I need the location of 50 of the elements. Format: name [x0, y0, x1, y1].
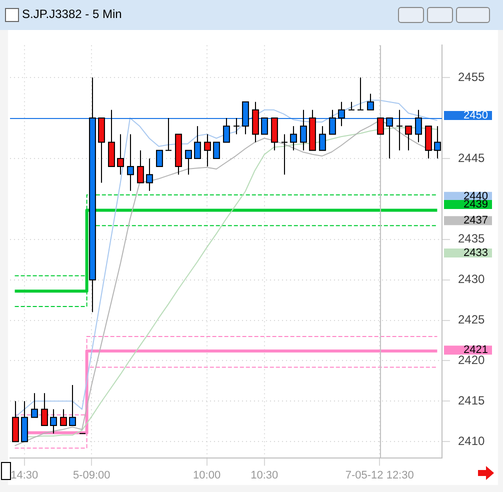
x-tick-label: 5-09:00 [72, 469, 110, 482]
candlestick [137, 150, 144, 184]
candlestick [146, 158, 153, 192]
candlestick [377, 118, 384, 135]
candlestick [185, 150, 192, 176]
x-tick-label: 7-05-12 12:30 [345, 469, 414, 482]
x-tick-label: 10:00 [193, 469, 221, 482]
x-tick-label: 10:30 [250, 469, 278, 482]
candlestick [261, 118, 268, 135]
y-tick-label: 2430 [458, 272, 486, 286]
candlestick [60, 408, 67, 426]
candlestick [213, 142, 220, 159]
y-tick-label: 2415 [458, 393, 486, 408]
candlestick [319, 126, 326, 151]
candlestick [204, 134, 211, 168]
y-tick-label: 2455 [458, 70, 486, 84]
candlestick [300, 109, 307, 151]
candlestick [357, 77, 364, 110]
y-tick-label: 2445 [458, 150, 486, 165]
text: 2439 [464, 198, 488, 211]
candlestick [41, 392, 48, 426]
candlestick [117, 134, 124, 176]
candlestick [405, 126, 412, 151]
candlestick [367, 93, 374, 110]
candlestick [69, 384, 76, 426]
x-tick-label: 14:30 [10, 469, 38, 482]
candlestick [396, 109, 403, 151]
chart-title: S.JP.J3382 - 5 Min [22, 7, 122, 21]
candlestick [31, 392, 38, 418]
candlestick [194, 126, 201, 159]
candlestick [386, 118, 393, 159]
ref-line-label: 2450 [464, 110, 488, 122]
text: 2433 [464, 247, 488, 260]
y-tick-label: 2435 [458, 232, 486, 246]
candlestick [290, 126, 297, 151]
candlestick [329, 109, 336, 135]
candlestick [156, 150, 163, 168]
candlestick [233, 118, 240, 135]
y-tick-label: 2410 [458, 434, 486, 448]
candlestick [415, 109, 422, 143]
candlestick [348, 101, 355, 110]
y-tick-label: 2425 [458, 312, 486, 327]
candlestick [165, 118, 172, 151]
candlestick [281, 134, 288, 176]
candlestick [338, 101, 345, 127]
candlestick [50, 408, 57, 434]
candlestick [223, 118, 230, 143]
candlestick [127, 134, 134, 192]
candlestick [434, 126, 441, 159]
text: 2437 [464, 214, 488, 227]
